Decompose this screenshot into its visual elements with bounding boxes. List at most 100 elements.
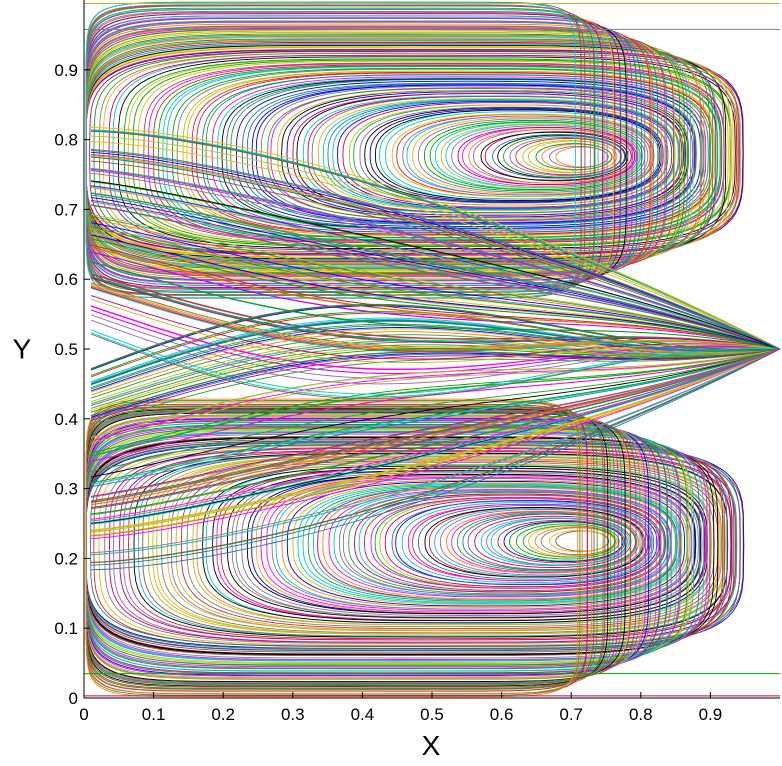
y-tick-label: 0.8: [54, 131, 78, 150]
streamline-vortex: [503, 521, 624, 563]
streamline-band: [90, 348, 781, 510]
streamline-vortex: [462, 513, 636, 571]
streamline-vortex: [211, 76, 707, 231]
streamline-vortex: [176, 68, 718, 238]
streamline-vortex: [142, 453, 729, 637]
streamline-band: [90, 320, 781, 386]
streamline-vortex: [492, 134, 626, 179]
x-tick-label: 0.2: [211, 705, 235, 724]
streamline-vortex: [407, 503, 649, 582]
streamline-band: [90, 348, 781, 478]
streamline-vortex: [332, 100, 675, 210]
x-tick-label: 0.8: [629, 705, 653, 724]
streamline-vortex: [292, 93, 683, 216]
streamline-vortex: [267, 88, 690, 221]
streamline-band: [90, 348, 781, 540]
streamline-band: [90, 347, 781, 413]
streamline-vortex: [260, 475, 696, 613]
streamline-vortex: [417, 118, 649, 193]
y-tick-label: 0.1: [54, 619, 78, 638]
streamline-vortex: [384, 498, 660, 588]
streamline-band: [90, 348, 781, 554]
streamline-band: [90, 160, 781, 350]
streamline-band: [90, 199, 781, 350]
streamline-vortex: [186, 462, 715, 628]
streamline-band: [90, 273, 781, 350]
streamline-vortex: [497, 519, 626, 564]
streamline-vortex: [535, 143, 613, 171]
streamline-band: [90, 156, 781, 350]
streamline-band: [90, 348, 781, 563]
streamline-vortex: [338, 491, 669, 596]
x-tick-label: 0.6: [490, 705, 514, 724]
streamline-vortex: [348, 104, 667, 206]
streamline-band: [90, 348, 781, 520]
streamline-band: [90, 348, 781, 417]
streamline-vortex: [402, 115, 651, 196]
streamline-band: [90, 348, 781, 439]
streamline-band: [90, 348, 781, 525]
streamline-vortex: [85, 398, 579, 698]
streamline-vortex: [133, 452, 728, 638]
streamline-band: [90, 185, 781, 350]
streamline-band: [90, 312, 781, 378]
streamline-vortex: [364, 107, 664, 203]
streamline-vortex: [255, 474, 696, 614]
streamline-band: [90, 129, 781, 350]
streamline-band: [90, 238, 781, 350]
x-tick-label: 0.7: [559, 705, 583, 724]
streamline-band: [90, 126, 781, 350]
streamline-vortex: [201, 74, 709, 233]
streamline-vortex: [369, 108, 662, 202]
streamline-vortex: [515, 138, 622, 176]
y-axis-title: Y: [13, 333, 32, 364]
streamline-band: [90, 168, 781, 350]
streamline-band: [90, 180, 781, 350]
streamline-vortex: [157, 65, 721, 241]
y-tick-label: 0.5: [54, 340, 78, 359]
streamline-band: [90, 222, 781, 350]
x-tick-label: 0.5: [420, 705, 444, 724]
streamline-vortex: [424, 507, 644, 578]
streamline-vortex: [317, 98, 676, 212]
streamline-vortex: [480, 517, 628, 567]
streamline-band: [90, 348, 781, 515]
streamline-vortex: [395, 500, 658, 586]
streamline-band: [90, 232, 781, 350]
streamline-vortex: [474, 515, 632, 568]
streamline-vortex: [205, 465, 711, 624]
streamline-vortex: [423, 119, 646, 192]
streamline-band: [90, 348, 781, 425]
streamline-band: [90, 348, 781, 504]
streamline-vortex: [170, 458, 723, 632]
streamline-vortex: [302, 484, 680, 603]
streamline-band: [90, 305, 781, 371]
streamline-vortex: [534, 526, 615, 556]
streamline-band: [90, 348, 781, 522]
streamline-vortex: [522, 525, 616, 558]
streamline-band: [90, 346, 781, 411]
y-tick-label: 0.2: [54, 549, 78, 568]
streamline-vortex: [152, 455, 725, 635]
streamline-band: [90, 348, 781, 566]
x-tick-label: 0.4: [351, 705, 375, 724]
streamline-vortex: [277, 89, 687, 219]
streamline-band: [90, 234, 781, 350]
y-tick-label: 0.9: [54, 61, 78, 80]
y-tick-label: 0.3: [54, 480, 78, 499]
streamline-vortex: [202, 465, 708, 624]
streamline-vortex: [162, 66, 721, 241]
streamline-vortex: [235, 80, 702, 227]
streamline-band: [90, 348, 781, 536]
streamline-band: [90, 261, 781, 350]
streamline-vortex: [246, 473, 696, 615]
streamline-band: [90, 298, 781, 364]
streamline-band: [90, 194, 781, 350]
streamline-band: [90, 135, 781, 350]
streamline-vortex: [503, 135, 625, 178]
streamline-vortex: [322, 487, 676, 600]
streamline-vortex: [286, 480, 686, 607]
streamline-band: [90, 251, 781, 350]
x-axis-title: X: [422, 730, 441, 761]
streamline-band: [90, 215, 781, 350]
